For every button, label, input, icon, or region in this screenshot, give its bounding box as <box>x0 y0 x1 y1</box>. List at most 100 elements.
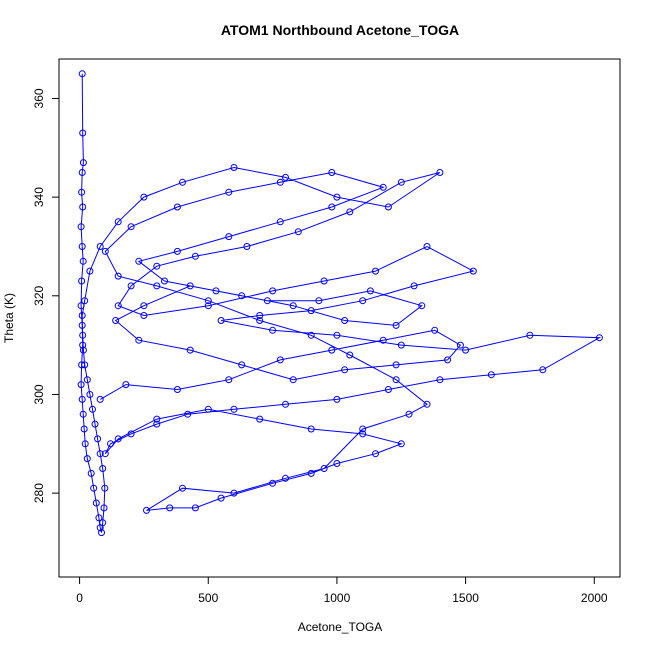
data-point <box>397 440 405 448</box>
data-point <box>225 233 233 241</box>
data-point <box>95 514 103 522</box>
data-point <box>469 267 477 275</box>
data-point <box>397 341 405 349</box>
data-point <box>269 479 277 487</box>
data-point <box>307 425 315 433</box>
data-point <box>153 415 161 423</box>
data-point <box>328 169 336 176</box>
data-point <box>173 386 181 393</box>
data-point <box>186 282 194 290</box>
data-point <box>87 469 95 477</box>
data-point <box>135 257 143 265</box>
data-point <box>78 188 86 196</box>
data-point <box>143 506 150 514</box>
data-point <box>423 243 431 250</box>
data-point <box>79 257 87 265</box>
data-point <box>289 376 297 384</box>
data-point <box>140 193 148 201</box>
data-point <box>78 361 86 369</box>
series-line <box>80 73 602 533</box>
data-point <box>289 302 297 310</box>
data-point <box>366 287 374 295</box>
data-point <box>184 410 192 418</box>
data-point <box>78 321 86 329</box>
data-point <box>79 341 87 349</box>
data-point <box>282 173 289 181</box>
data-point <box>127 223 135 231</box>
data-point <box>78 312 86 319</box>
data-point <box>217 317 225 324</box>
data-point <box>307 331 315 339</box>
data-point <box>431 326 439 334</box>
data-series-layer <box>77 70 603 537</box>
data-point <box>78 243 86 250</box>
x-tick-label: 1000 <box>324 591 351 605</box>
data-point <box>238 361 246 369</box>
data-point <box>140 312 148 319</box>
data-point <box>462 346 470 354</box>
y-axis-label: Theta (K) <box>2 293 16 343</box>
data-point <box>81 297 89 305</box>
data-point <box>79 346 87 354</box>
x-axis: 0 500 1000 1500 2000 <box>76 576 608 605</box>
data-point <box>153 282 161 290</box>
data-point <box>230 405 238 413</box>
data-point <box>359 297 367 305</box>
data-point <box>423 400 431 408</box>
data-point <box>79 410 87 418</box>
data-point <box>101 247 109 255</box>
data-point <box>81 440 89 448</box>
data-point <box>384 203 392 211</box>
data-point <box>100 504 108 512</box>
data-point <box>307 469 315 477</box>
y-tick-label: 320 <box>32 285 46 305</box>
data-point <box>78 169 86 176</box>
data-point <box>230 489 238 497</box>
data-point <box>96 243 104 250</box>
data-point <box>436 376 444 384</box>
data-point <box>153 262 161 270</box>
data-point <box>315 297 323 305</box>
data-point <box>114 302 122 310</box>
data-point <box>269 287 277 295</box>
data-point <box>101 484 109 492</box>
data-point <box>83 455 91 463</box>
chart-title: ATOM1 Northbound Acetone_TOGA <box>221 22 459 38</box>
data-point <box>346 351 354 359</box>
data-point <box>204 297 212 305</box>
data-point <box>269 326 277 334</box>
data-point <box>243 243 251 250</box>
data-point <box>83 376 91 384</box>
data-point <box>276 218 284 226</box>
data-point <box>77 302 85 310</box>
data-point <box>346 208 354 216</box>
data-point <box>282 474 289 482</box>
y-axis: 280 300 320 340 360 <box>32 88 60 503</box>
x-tick-label: 1500 <box>452 591 479 605</box>
data-point <box>78 395 86 403</box>
data-point <box>217 494 225 502</box>
data-point <box>294 228 302 236</box>
data-point <box>173 247 181 255</box>
data-point <box>161 277 168 285</box>
data-point <box>140 302 148 310</box>
data-point <box>282 400 289 408</box>
data-point <box>436 169 444 176</box>
data-point <box>79 159 87 167</box>
data-point <box>276 356 284 364</box>
data-point <box>107 440 114 448</box>
data-point <box>79 129 87 137</box>
data-point <box>86 267 94 275</box>
data-point <box>204 302 212 310</box>
y-tick-label: 300 <box>32 384 46 404</box>
data-point <box>392 321 400 329</box>
data-point <box>112 317 120 324</box>
data-point <box>77 381 85 389</box>
data-point <box>238 292 246 300</box>
data-point <box>341 366 349 374</box>
data-point <box>328 203 336 211</box>
data-point <box>456 341 464 349</box>
data-point <box>80 425 88 433</box>
data-point <box>135 336 143 344</box>
x-axis-label: Acetone_TOGA <box>298 620 383 634</box>
